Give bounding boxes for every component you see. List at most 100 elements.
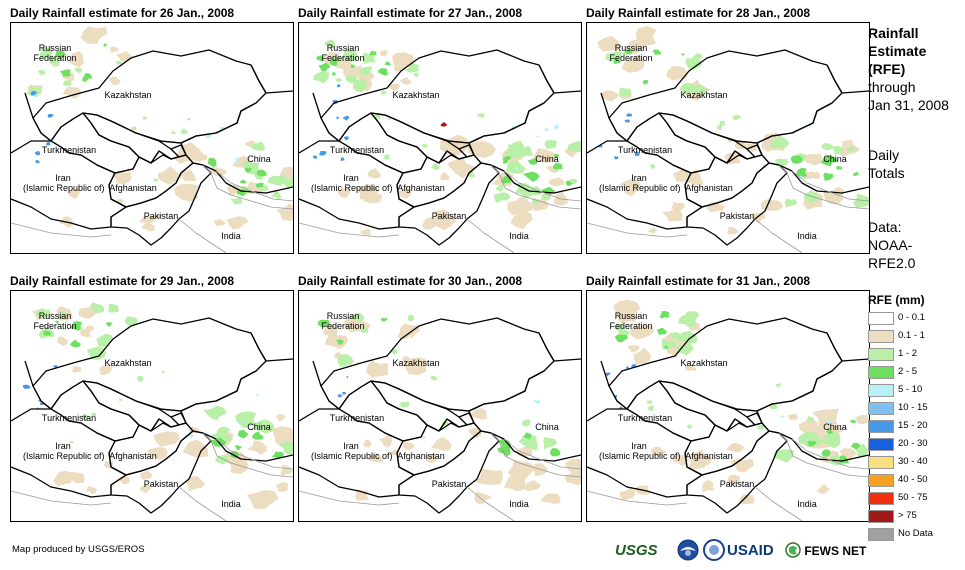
rain-area-heavy <box>780 415 785 418</box>
rain-area-moderate <box>682 311 700 323</box>
china-border <box>468 64 581 194</box>
rain-area-moderate <box>161 370 166 374</box>
iran-border <box>299 140 415 230</box>
rain-area-moderate <box>48 57 61 66</box>
rain-area-moderate <box>238 420 250 428</box>
kyrgyz-tajik-border <box>438 408 470 432</box>
rain-area-moderate <box>756 424 765 430</box>
rain-area-moderate <box>103 43 107 47</box>
rain-area-light <box>607 39 618 46</box>
map-panel-29-jan: Daily Rainfall estimate for 29 Jan., 200… <box>10 274 294 524</box>
rain-area-light <box>173 142 204 164</box>
partner-logos: USGS USAID FEWS NET <box>615 539 866 563</box>
country-label-pakistan: Pakistan <box>143 479 179 489</box>
rain-area-moderate <box>384 61 391 66</box>
rfe-title: Rainfall Estimate (RFE) through Jan 31, … <box>868 24 949 114</box>
india-coast <box>754 486 803 521</box>
caspian-coast <box>312 92 340 142</box>
rain-area-light <box>539 493 561 504</box>
rain-area-moderate <box>664 345 668 349</box>
pakistan-border <box>110 430 212 514</box>
country-label-kazakhstan: Kazakhstan <box>104 358 152 368</box>
rain-area-heavy <box>255 393 259 396</box>
rain-area-moderate <box>270 190 282 200</box>
rain-area-moderate <box>520 145 534 156</box>
nepal-border <box>791 438 869 470</box>
legend-label: 0 - 0.1 <box>898 312 925 323</box>
rain-area-moderate <box>70 339 81 348</box>
legend-swatch <box>868 510 894 523</box>
rain-area-light <box>355 184 379 200</box>
map-panel-30-jan: Daily Rainfall estimate for 30 Jan., 200… <box>298 274 582 524</box>
rain-area-light <box>227 216 249 229</box>
country-label-iran: Iran (Islamic Republic of) <box>23 441 105 461</box>
rain-area-moderate <box>668 332 681 339</box>
rain-area-light <box>139 216 155 224</box>
rain-area-heavy <box>47 114 54 118</box>
panel-title: Daily Rainfall estimate for 28 Jan., 200… <box>586 6 811 20</box>
rain-area-light <box>140 470 153 480</box>
afghanistan-border <box>108 418 194 476</box>
country-label-kazakhstan: Kazakhstan <box>680 90 728 100</box>
rain-area-moderate <box>130 126 137 131</box>
rain-area-moderate <box>821 431 841 449</box>
rain-area-heavy <box>626 366 629 369</box>
rain-area-light <box>751 212 766 224</box>
iran-border <box>11 140 127 230</box>
rain-area-moderate <box>105 322 113 327</box>
rain-area-moderate <box>821 143 834 151</box>
india-border <box>778 432 869 478</box>
rain-area-light <box>108 76 121 86</box>
rain-area-light <box>525 480 542 492</box>
rain-area-moderate <box>544 139 557 149</box>
rfe-title-line-2: Estimate <box>868 43 927 59</box>
rain-area-moderate <box>796 167 808 178</box>
gulf-coast <box>587 222 688 238</box>
rain-area-moderate <box>91 412 97 417</box>
legend-swatch <box>868 402 894 415</box>
rain-area-light <box>68 187 81 199</box>
rain-area-heavy <box>626 113 633 117</box>
rain-area-light <box>153 214 163 219</box>
india-border <box>490 432 581 478</box>
rain-area-moderate <box>380 90 387 95</box>
rain-area-light <box>666 65 688 81</box>
country-label-russia: Russian Federation <box>33 311 77 331</box>
rain-area-moderate <box>477 113 485 119</box>
nepal-border <box>503 170 581 202</box>
legend-swatch <box>868 330 894 343</box>
rain-area-moderate <box>360 327 369 333</box>
rain-area-moderate <box>252 431 264 440</box>
legend-label: 1 - 2 <box>898 348 918 359</box>
india-border <box>202 164 293 210</box>
pakistan-border <box>398 162 500 246</box>
rain-area-heavy <box>535 400 541 404</box>
country-label-china: China <box>247 154 271 164</box>
caspian-coast <box>600 360 628 410</box>
caspian-coast <box>24 360 52 410</box>
rain-area-moderate <box>345 74 358 84</box>
rain-area-moderate <box>679 82 696 95</box>
rain-area-moderate <box>422 435 426 439</box>
rain-area-moderate <box>234 445 242 450</box>
rain-area-moderate <box>153 178 159 182</box>
country-label-india: India <box>221 499 241 509</box>
rain-area-moderate <box>642 79 649 85</box>
rain-area-heavy <box>34 151 40 156</box>
rain-area-moderate <box>552 162 563 170</box>
country-label-turkmenistan: Turkmenistan <box>41 145 97 155</box>
country-label-china: China <box>823 154 847 164</box>
rain-area-moderate <box>284 176 293 188</box>
rain-area-extreme <box>440 122 448 127</box>
iran-border <box>587 408 703 498</box>
rain-area-moderate <box>565 180 573 186</box>
country-label-russia: Russian Federation <box>609 43 653 63</box>
rain-area-light <box>141 222 155 232</box>
rain-area-moderate <box>387 117 391 121</box>
rain-area-light <box>633 347 652 365</box>
rain-area-light <box>760 199 784 211</box>
rain-area-heavy <box>205 134 212 139</box>
rain-area-light <box>344 313 371 333</box>
rain-area-light <box>275 414 286 422</box>
rain-area-moderate <box>691 53 703 62</box>
